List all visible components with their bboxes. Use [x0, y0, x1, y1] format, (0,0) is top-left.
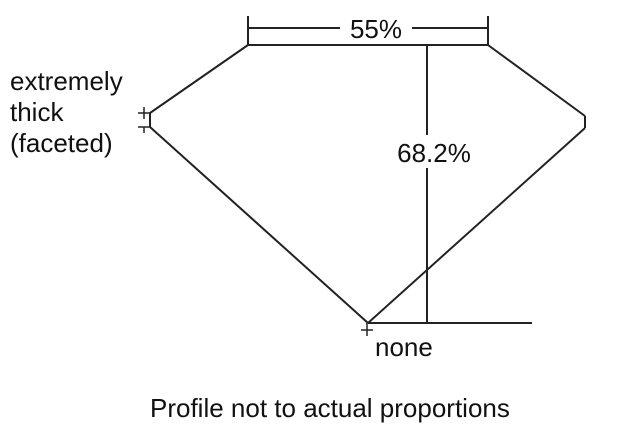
table-percent-label: 55%	[350, 14, 402, 44]
crown-right	[487, 44, 586, 117]
girdle-label-line3: (faceted)	[10, 128, 113, 158]
girdle-label-line2: thick	[10, 97, 64, 127]
culet-label: none	[375, 332, 433, 362]
culet-marker	[361, 323, 373, 336]
pavilion-right	[367, 127, 586, 324]
crown-left	[149, 44, 249, 114]
caption: Profile not to actual proportions	[150, 393, 510, 423]
girdle-markers	[138, 107, 150, 133]
girdle-label-line1: extremely	[10, 66, 123, 96]
pavilion-left	[149, 126, 369, 324]
depth-percent-label: 68.2%	[397, 138, 471, 168]
